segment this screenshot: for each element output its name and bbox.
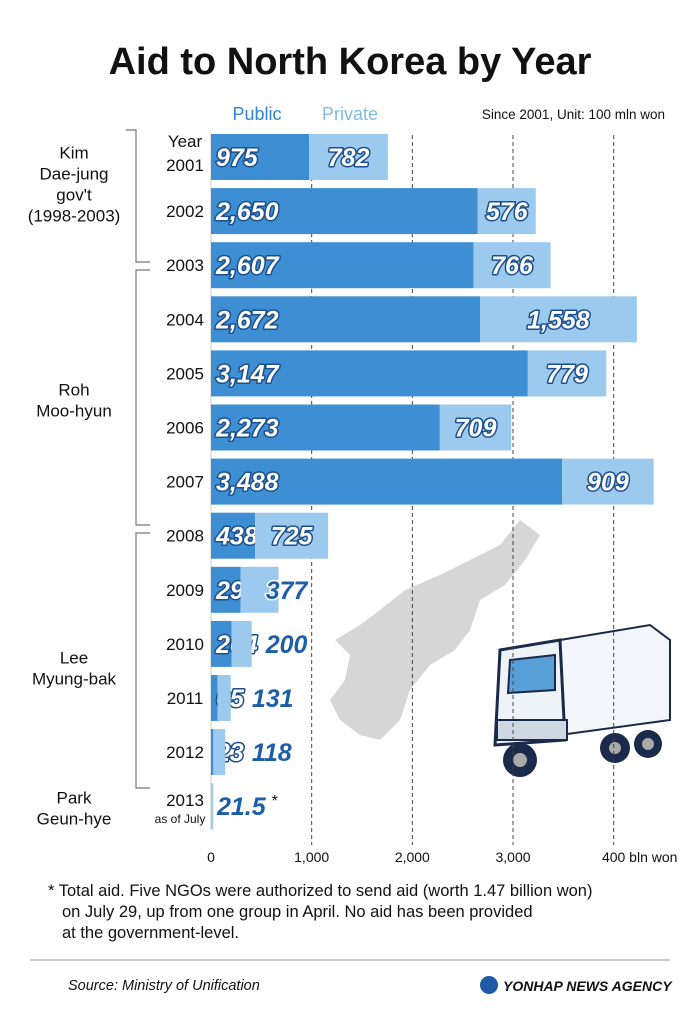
legend-public: Public [232,104,281,124]
bar-private [562,458,654,505]
value-label: 2,273 [215,415,279,443]
y-tick-label: 2001 [166,156,204,175]
y-tick-label: 2005 [166,364,204,383]
government-label: Lee [60,649,88,668]
footnote: * Total aid. Five NGOs were authorized t… [48,882,592,900]
value-label: 3,488 [216,469,279,497]
value-label: 725 [271,523,314,551]
bar-public [211,675,218,721]
bar-private [240,566,279,613]
value-label: 3,147 [216,360,280,388]
y-tick-label: 2007 [166,473,204,492]
x-tick-label: 0 [207,849,215,865]
bar-private [255,512,329,559]
y-tick-label: 2004 [166,310,204,329]
source: Source: Ministry of Unification [68,978,260,994]
value-label: 131 [252,685,294,713]
y-tick-label: 2009 [166,581,204,600]
y-tick-label: 2011 [167,689,204,708]
bar-private [309,134,388,180]
bar-public [211,350,528,397]
government-label: Geun-hye [37,810,112,829]
unit-note: Since 2001, Unit: 100 mln won [482,107,665,122]
footnote: at the government-level. [62,924,239,942]
bar-total [211,783,214,830]
bar-private [231,620,252,667]
bar-public [211,404,440,451]
y-tick-label: 2013 [166,791,204,810]
government-label: Park [57,789,92,808]
government-label: Myung-bak [32,670,117,689]
bar-public [211,134,310,180]
total-note: as of July [155,812,206,826]
bar-public [211,188,478,235]
x-tick-label: 3,000 [495,849,530,865]
agency: YONHAP NEWS AGENCY [503,978,673,994]
map [330,520,540,740]
value-label: 782 [328,144,370,172]
y-tick-label: 2002 [166,202,204,221]
government-label: gov't [56,186,92,205]
government-label: (1998-2003) [28,207,121,226]
x-tick-label: 2,000 [395,849,430,865]
value-label: 975 [216,144,259,172]
government-label: Moo-hyun [36,402,112,421]
value-label: 2,607 [215,252,280,280]
x-tick-label: 400 bln won [602,849,678,865]
value-label: 909 [587,469,629,497]
value-label: 118 [252,739,292,767]
value-label: 200 [265,631,308,659]
bar-private [439,404,512,451]
total-label: 21.5 [216,793,267,821]
bar-private [477,188,536,235]
bar-private [213,729,226,776]
y-tick-label: 2008 [166,527,204,546]
x-tick-label: 1,000 [294,849,329,865]
bar-private [480,296,637,343]
year-label: Year [168,132,203,151]
value-label: 2,672 [215,306,279,334]
bar-public [211,458,563,505]
bar-private [527,350,607,397]
chart-title: Aid to North Korea by Year [109,41,592,83]
truck [493,623,671,777]
value-label: 766 [491,252,534,280]
bar-public [211,566,241,613]
y-tick-label: 2006 [166,419,204,438]
bar-public [211,512,256,559]
y-tick-label: 2003 [166,256,204,275]
value-label: 2,650 [215,198,279,226]
legend-private: Private [322,104,378,124]
government-label: Roh [58,381,89,400]
bar-private [217,675,231,721]
value-label: 377 [266,577,309,605]
value-label: 576 [486,198,529,226]
value-label: 709 [455,415,497,443]
footnote: on July 29, up from one group in April. … [62,903,533,921]
value-label: 438 [215,523,258,551]
value-label: 1,558 [527,306,590,334]
bar-public [211,242,474,289]
footnote-mark: * [272,793,278,810]
value-label: 779 [546,360,588,388]
government-label: Kim [59,144,88,163]
y-tick-label: 2012 [166,743,204,762]
agency-logo [480,976,498,994]
bar-public [211,296,481,343]
bar-public [211,620,232,667]
bar-private [473,242,551,289]
bar-public [211,729,214,776]
decoration [330,520,671,777]
y-tick-label: 2010 [166,635,204,654]
government-label: Dae-jung [40,165,109,184]
gov-brackets [126,129,150,789]
